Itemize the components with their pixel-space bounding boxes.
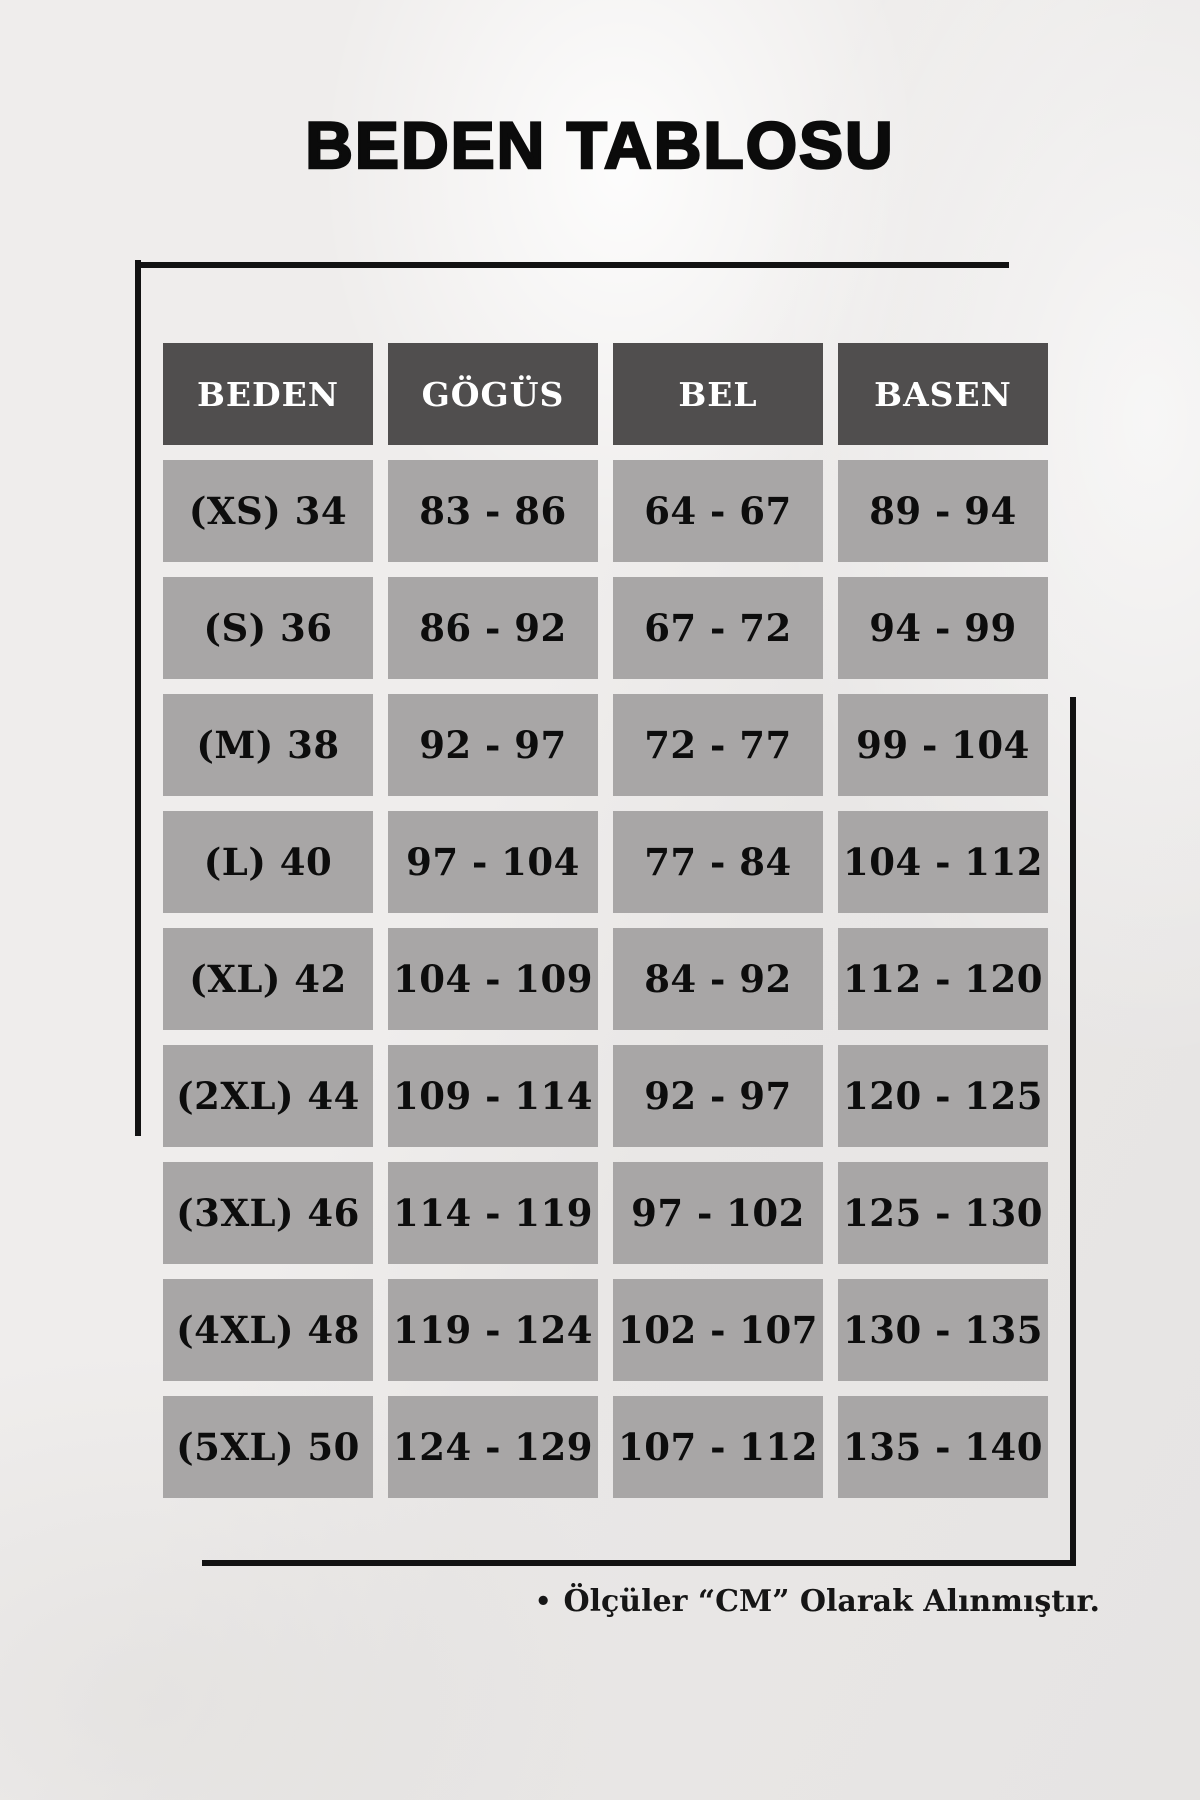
table-cell: (L) 40 [163, 811, 373, 913]
table-cell: 112 - 120 [838, 928, 1048, 1030]
column-header: BEDEN [163, 343, 373, 445]
column-header: GÖGÜS [388, 343, 598, 445]
table-cell: (S) 36 [163, 577, 373, 679]
table-cell: 97 - 102 [613, 1162, 823, 1264]
table-cell: (2XL) 44 [163, 1045, 373, 1147]
table-cell: 130 - 135 [838, 1279, 1048, 1381]
table-cell: (4XL) 48 [163, 1279, 373, 1381]
table-cell: (M) 38 [163, 694, 373, 796]
table-cell: 72 - 77 [613, 694, 823, 796]
table-cell: 64 - 67 [613, 460, 823, 562]
page-title: BEDEN TABLOSU [304, 108, 895, 182]
frame-top-left-vertical-line [135, 260, 141, 1136]
frame-top-left-horizontal-line [135, 262, 1009, 268]
table-cell: 124 - 129 [388, 1396, 598, 1498]
table-cell: 92 - 97 [388, 694, 598, 796]
table-cell: (XS) 34 [163, 460, 373, 562]
table-cell: 84 - 92 [613, 928, 823, 1030]
table-cell: 107 - 112 [613, 1396, 823, 1498]
table-cell: 119 - 124 [388, 1279, 598, 1381]
table-cell: 104 - 109 [388, 928, 598, 1030]
table-cell: 125 - 130 [838, 1162, 1048, 1264]
table-cell: 114 - 119 [388, 1162, 598, 1264]
table-cell: 102 - 107 [613, 1279, 823, 1381]
table-cell: 77 - 84 [613, 811, 823, 913]
size-table: BEDEN GÖGÜS BEL BASEN (XS) 34 83 - 86 64 - 67 8… [163, 343, 1048, 1498]
bullet-icon: • [534, 1586, 552, 1617]
table-cell: 94 - 99 [838, 577, 1048, 679]
table-cell: (3XL) 46 [163, 1162, 373, 1264]
table-cell: 99 - 104 [838, 694, 1048, 796]
column-header: BASEN [838, 343, 1048, 445]
measurement-note: • Ölçüler “CM” Olarak Alınmıştır. [535, 1584, 1100, 1619]
table-cell: 135 - 140 [838, 1396, 1048, 1498]
table-cell: 86 - 92 [388, 577, 598, 679]
table-cell: 89 - 94 [838, 460, 1048, 562]
table-cell: 67 - 72 [613, 577, 823, 679]
frame-bottom-right-horizontal-line [202, 1560, 1076, 1566]
measurement-note-text: Ölçüler “CM” Olarak Alınmıştır. [563, 1584, 1100, 1619]
table-cell: 97 - 104 [388, 811, 598, 913]
table-cell: (5XL) 50 [163, 1396, 373, 1498]
table-cell: 120 - 125 [838, 1045, 1048, 1147]
table-cell: 83 - 86 [388, 460, 598, 562]
table-cell: 109 - 114 [388, 1045, 598, 1147]
column-header: BEL [613, 343, 823, 445]
table-cell: (XL) 42 [163, 928, 373, 1030]
table-cell: 104 - 112 [838, 811, 1048, 913]
frame-bottom-right-vertical-line [1070, 697, 1076, 1566]
table-cell: 92 - 97 [613, 1045, 823, 1147]
